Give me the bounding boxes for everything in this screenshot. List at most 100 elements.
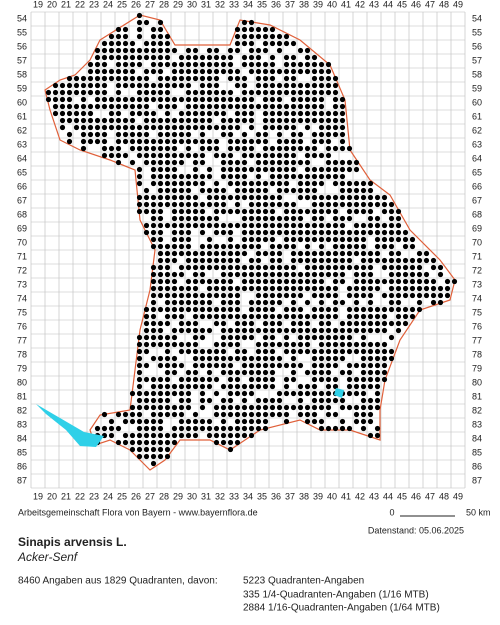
occurrence-dot xyxy=(332,173,339,180)
occurrence-dot xyxy=(262,362,269,369)
occurrence-dot xyxy=(395,292,402,299)
occurrence-dot xyxy=(430,278,437,285)
occurrence-dot xyxy=(276,187,283,194)
occurrence-dot xyxy=(164,40,171,47)
occurrence-dot xyxy=(199,376,206,383)
occurrence-dot xyxy=(395,306,402,313)
occurrence-dot xyxy=(157,453,164,460)
occurrence-dot xyxy=(171,432,178,439)
occurrence-dot xyxy=(332,362,339,369)
occurrence-dot xyxy=(199,418,206,425)
occurrence-dot xyxy=(339,334,346,341)
occurrence-dot xyxy=(192,68,199,75)
occurrence-dot xyxy=(311,292,318,299)
occurrence-dot xyxy=(318,194,325,201)
occurrence-dot xyxy=(332,264,339,271)
occurrence-dot xyxy=(276,243,283,250)
occurrence-dot xyxy=(248,383,255,390)
occurrence-dot xyxy=(206,362,213,369)
occurrence-dot xyxy=(213,285,220,292)
occurrence-dot xyxy=(346,250,353,257)
occurrence-dot xyxy=(339,173,346,180)
occurrence-dot xyxy=(269,313,276,320)
occurrence-dot xyxy=(269,285,276,292)
occurrence-dot xyxy=(227,355,234,362)
occurrence-dot xyxy=(304,208,311,215)
occurrence-dot xyxy=(346,257,353,264)
occurrence-dot xyxy=(381,369,388,376)
occurrence-dot xyxy=(234,306,241,313)
row-label: 68 xyxy=(472,209,482,219)
occurrence-dot xyxy=(206,222,213,229)
occurrence-dot xyxy=(206,47,213,54)
occurrence-dot xyxy=(136,376,143,383)
occurrence-dot xyxy=(374,320,381,327)
occurrence-dot xyxy=(304,278,311,285)
occurrence-dot xyxy=(367,264,374,271)
row-label: 83 xyxy=(17,419,27,429)
occurrence-dot xyxy=(325,131,332,138)
occurrence-dot xyxy=(283,285,290,292)
occurrence-dot xyxy=(150,54,157,61)
occurrence-dot xyxy=(164,439,171,446)
occurrence-dot xyxy=(164,201,171,208)
occurrence-dot xyxy=(164,264,171,271)
occurrence-dot xyxy=(311,355,318,362)
occurrence-dot xyxy=(192,110,199,117)
occurrence-dot xyxy=(339,229,346,236)
occurrence-dot xyxy=(178,306,185,313)
occurrence-dot xyxy=(374,432,381,439)
occurrence-dot xyxy=(185,68,192,75)
occurrence-dot xyxy=(136,446,143,453)
occurrence-dot xyxy=(318,355,325,362)
occurrence-dot xyxy=(157,117,164,124)
occurrence-dot xyxy=(332,376,339,383)
occurrence-dot xyxy=(143,187,150,194)
occurrence-dot xyxy=(192,418,199,425)
occurrence-dot xyxy=(164,313,171,320)
occurrence-dot xyxy=(220,341,227,348)
occurrence-dot xyxy=(269,383,276,390)
occurrence-dot xyxy=(248,229,255,236)
occurrence-dot xyxy=(262,299,269,306)
occurrence-dot xyxy=(339,236,346,243)
occurrence-dot xyxy=(297,306,304,313)
occurrence-dot xyxy=(416,292,423,299)
occurrence-dot xyxy=(269,208,276,215)
occurrence-dot xyxy=(318,341,325,348)
occurrence-dot xyxy=(430,257,437,264)
occurrence-dot xyxy=(248,33,255,40)
occurrence-dot xyxy=(234,26,241,33)
occurrence-dot xyxy=(178,229,185,236)
occurrence-dot xyxy=(311,166,318,173)
occurrence-dot xyxy=(143,103,150,110)
occurrence-dot xyxy=(101,82,108,89)
common-name: Acker-Senf xyxy=(17,550,79,564)
occurrence-dot xyxy=(213,61,220,68)
occurrence-dot xyxy=(199,117,206,124)
occurrence-dot xyxy=(318,124,325,131)
occurrence-dot xyxy=(367,187,374,194)
occurrence-dot xyxy=(381,341,388,348)
occurrence-dot xyxy=(234,103,241,110)
occurrence-dot xyxy=(262,117,269,124)
occurrence-dot xyxy=(150,180,157,187)
occurrence-dot xyxy=(269,327,276,334)
occurrence-dot xyxy=(164,369,171,376)
occurrence-dot xyxy=(318,418,325,425)
occurrence-dot xyxy=(304,299,311,306)
occurrence-dot xyxy=(87,103,94,110)
occurrence-dot xyxy=(402,278,409,285)
occurrence-dot xyxy=(171,243,178,250)
row-label: 85 xyxy=(17,447,27,457)
occurrence-dot xyxy=(248,425,255,432)
occurrence-dot xyxy=(164,152,171,159)
occurrence-dot xyxy=(192,194,199,201)
occurrence-dot xyxy=(255,82,262,89)
occurrence-dot xyxy=(269,110,276,117)
occurrence-dot xyxy=(290,320,297,327)
occurrence-dot xyxy=(388,243,395,250)
credit: Arbeitsgemeinschaft Flora von Bayern - w… xyxy=(18,507,258,517)
occurrence-dot xyxy=(199,96,206,103)
occurrence-dot xyxy=(213,257,220,264)
